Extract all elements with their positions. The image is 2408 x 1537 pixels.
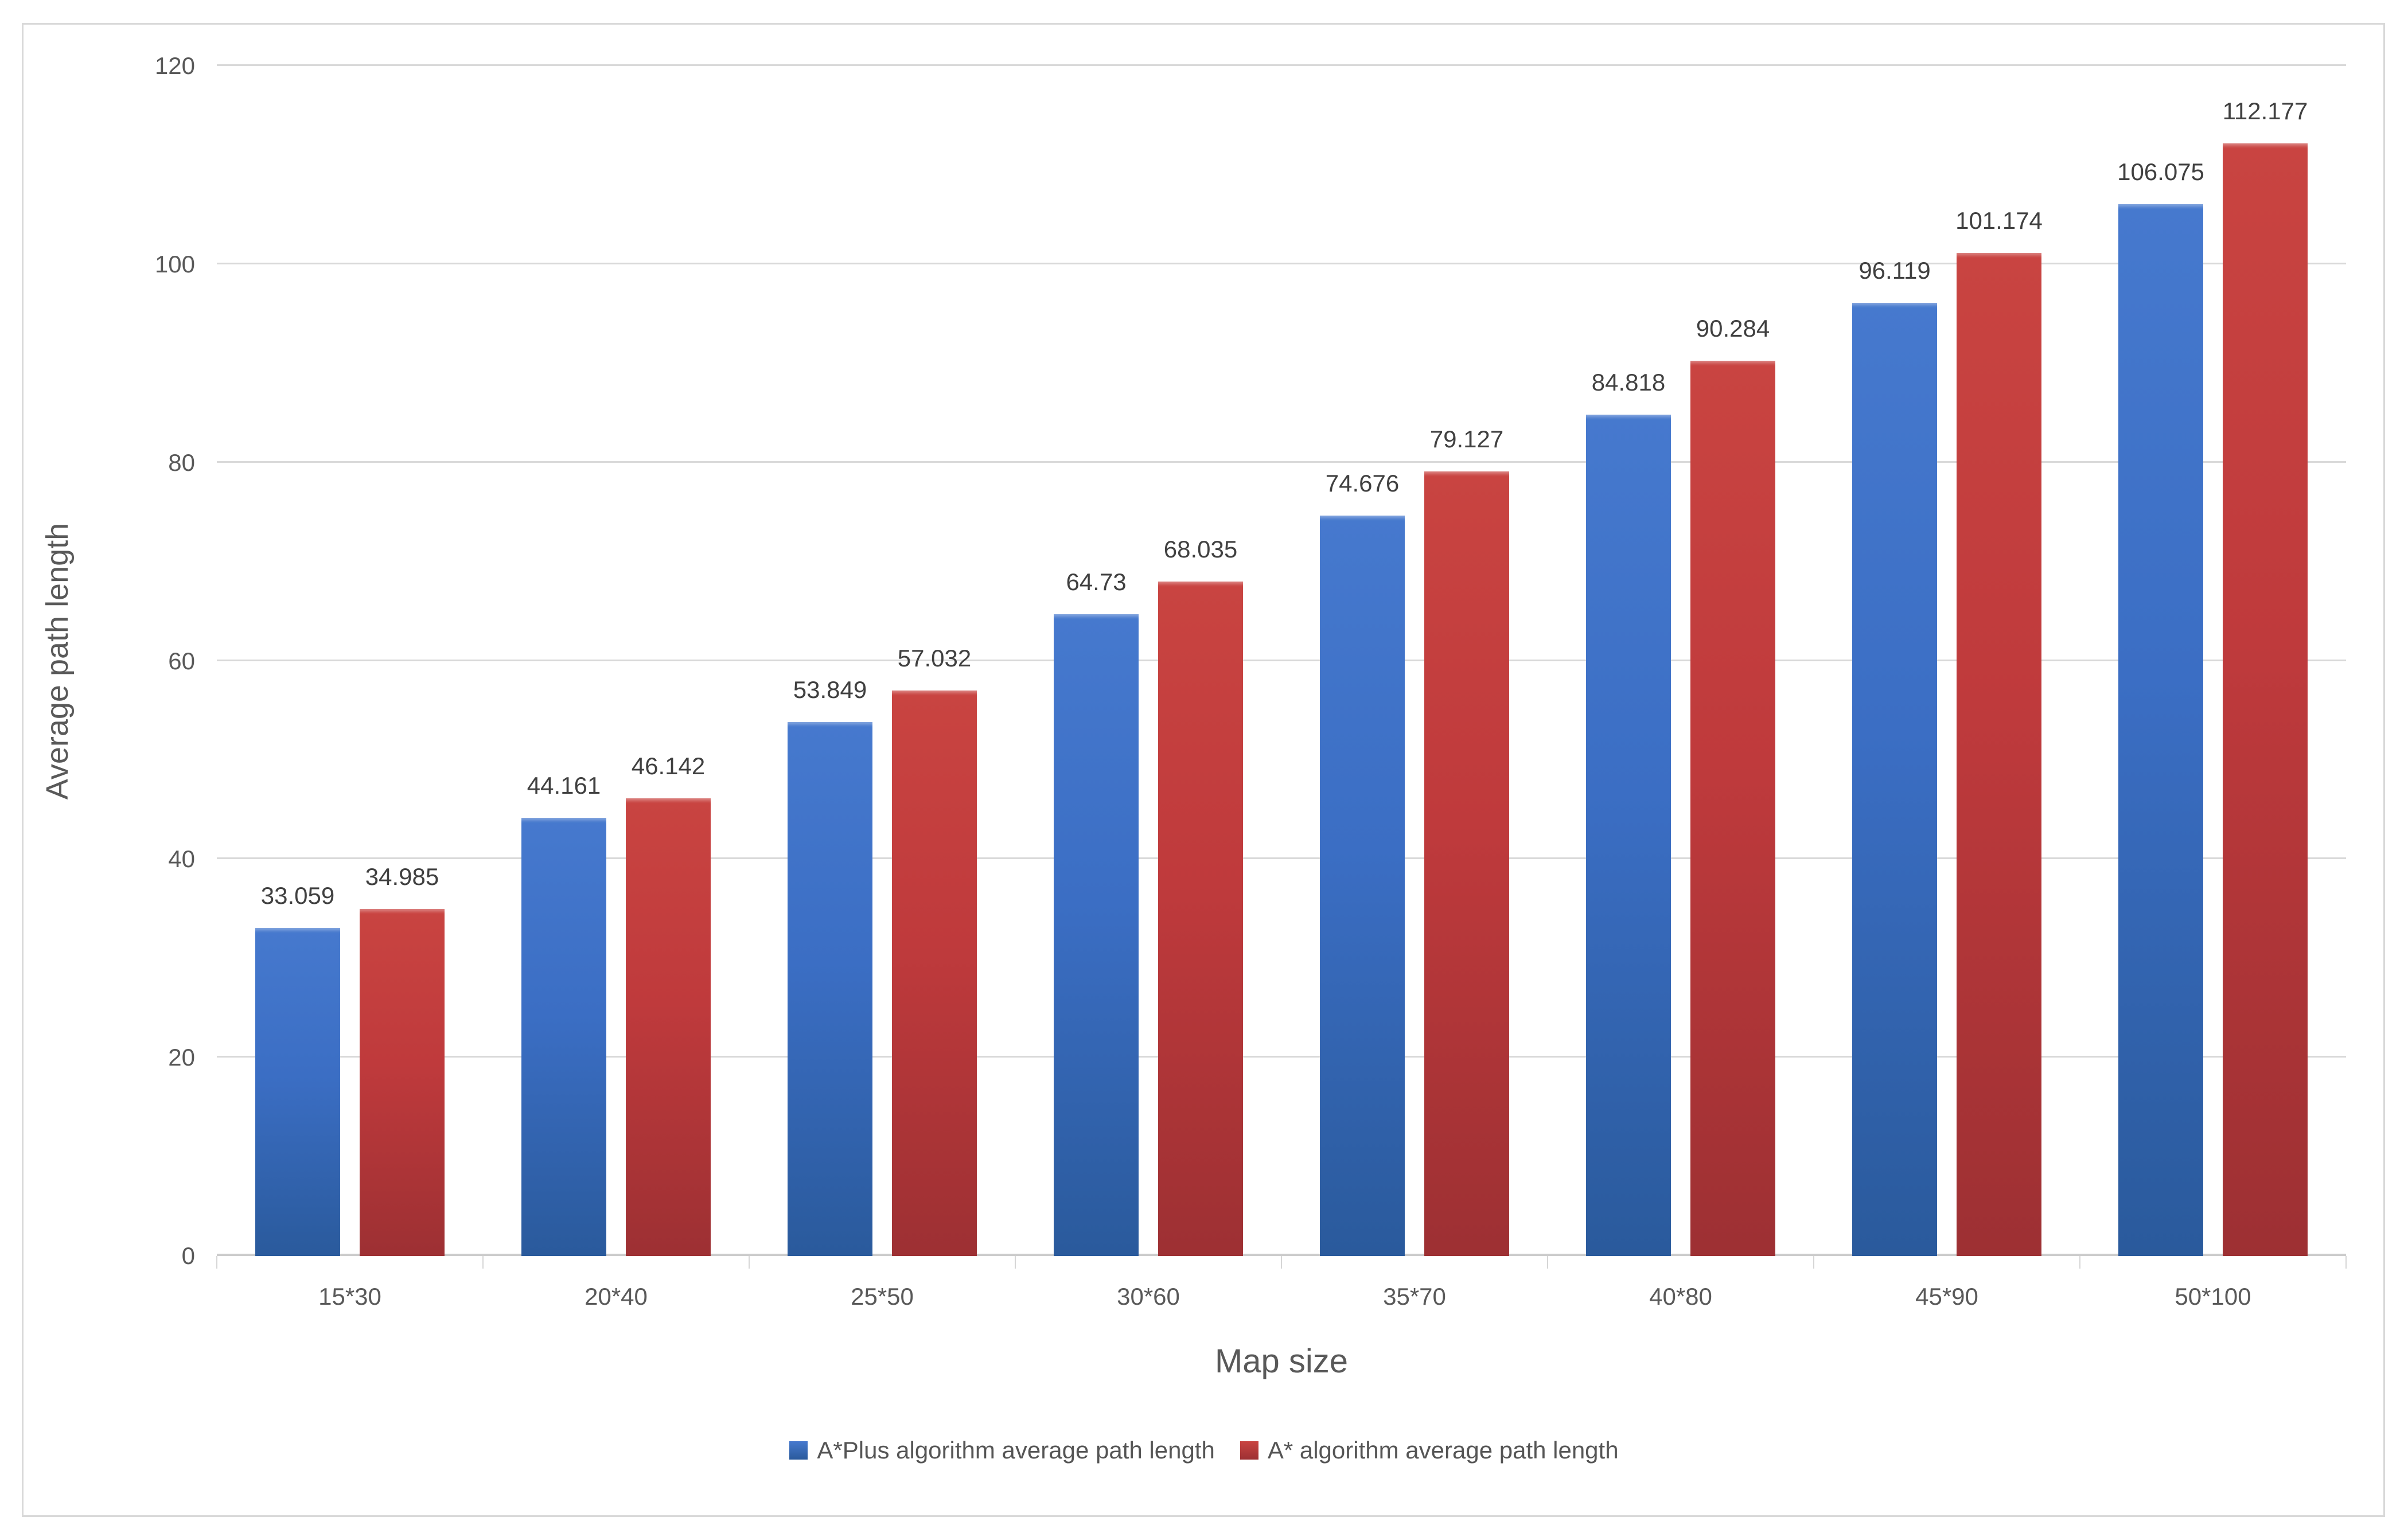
- gridline-y-80: [217, 461, 2346, 463]
- gridline-y-60: [217, 659, 2346, 661]
- x-axis-baseline: [217, 1254, 2346, 1256]
- x-category-label-35*70: 35*70: [1383, 1283, 1446, 1310]
- plot-area: 33.059 34.985 44.161 46.142 53.849 57.032 64.7…: [216, 64, 2347, 1269]
- bar-astarplus-50*100: 106.075: [2117, 158, 2204, 1256]
- gridline-y-20: [217, 1056, 2346, 1058]
- x-category-label-20*40: 20*40: [585, 1283, 648, 1310]
- bar-astar-25*50: 57.032: [892, 645, 977, 1256]
- category-axis-tick: [1281, 1256, 1282, 1269]
- legend-marker-icon: [789, 1441, 808, 1460]
- bar-value-label: 101.174: [1955, 206, 2043, 234]
- bar-value-label: 34.985: [365, 863, 439, 891]
- bar-astarplus-45*90: 96.119: [1852, 257, 1937, 1256]
- category-axis-tick: [2345, 1256, 2347, 1269]
- category-axis-tick: [1547, 1256, 1548, 1269]
- bar-value-label: 53.849: [793, 676, 867, 703]
- bar-group-40*80: 84.818 90.284: [1548, 66, 1814, 1256]
- bar-value-label: 68.035: [1163, 535, 1238, 563]
- category-axis-tick: [1015, 1256, 1016, 1269]
- category-axis-tick: [482, 1256, 484, 1269]
- bar-value-label: 106.075: [2117, 158, 2204, 185]
- y-tick-label-100: 100: [154, 250, 195, 278]
- x-category-label-30*60: 30*60: [1117, 1283, 1180, 1310]
- gridline-y-100: [217, 262, 2346, 264]
- legend-entry-astar: A* algorithm average path length: [1240, 1437, 1619, 1464]
- bar-group-25*50: 53.849 57.032: [749, 66, 1015, 1256]
- bar-value-label: 33.059: [260, 882, 335, 910]
- x-axis-category-labels: 15*30 20*40 25*50 30*60 35*70 40*80 45*90 50*10…: [217, 1283, 2346, 1317]
- y-tick-label-60: 60: [168, 647, 195, 674]
- bar-value-label: 74.676: [1325, 469, 1400, 497]
- bar-value-label: 90.284: [1696, 314, 1770, 342]
- category-axis-tick: [749, 1256, 750, 1269]
- bar-astarplus-15*30: 33.059: [255, 882, 340, 1256]
- bar-astarplus-25*50: 53.849: [788, 676, 872, 1256]
- bar-astar-15*30: 34.985: [360, 863, 445, 1256]
- gridline-y-40: [217, 857, 2346, 860]
- x-category-label-25*50: 25*50: [851, 1283, 914, 1310]
- bar-value-label: 46.142: [631, 752, 706, 780]
- bar-value-label: 64.73: [1066, 568, 1127, 595]
- y-tick-label-40: 40: [168, 845, 195, 873]
- bar-value-label: 112.177: [2222, 97, 2308, 125]
- bar-astar-45*90: 101.174: [1955, 207, 2043, 1256]
- bar-group-45*90: 96.119 101.174: [1814, 66, 2080, 1256]
- x-category-label-40*80: 40*80: [1649, 1283, 1712, 1310]
- bar-group-30*60: 64.73 68.035: [1015, 66, 1281, 1256]
- y-tick-label-0: 0: [181, 1242, 195, 1269]
- x-category-label-45*90: 45*90: [1915, 1283, 1978, 1310]
- y-axis-tick-labels: 0 20 40 60 80 100 120: [0, 52, 195, 1269]
- legend-label: A*Plus algorithm average path length: [817, 1437, 1215, 1464]
- y-tick-label-20: 20: [168, 1044, 195, 1071]
- bar-value-label: 79.127: [1429, 425, 1504, 452]
- bar-group-50*100: 106.075 112.177: [2080, 66, 2346, 1256]
- bar-astar-20*40: 46.142: [626, 752, 711, 1256]
- bar-value-label: 44.161: [527, 772, 601, 799]
- bar-astarplus-20*40: 44.161: [521, 772, 606, 1256]
- legend-label: A* algorithm average path length: [1267, 1437, 1619, 1464]
- legend-marker-icon: [1240, 1441, 1258, 1460]
- category-axis-tick: [2079, 1256, 2080, 1269]
- y-tick-label-80: 80: [168, 448, 195, 476]
- bar-astar-35*70: 79.127: [1424, 426, 1509, 1256]
- category-axis-tick: [1813, 1256, 1814, 1269]
- bar-astar-50*100: 112.177: [2223, 97, 2308, 1256]
- bar-astar-30*60: 68.035: [1158, 536, 1243, 1256]
- bar-value-label: 96.119: [1858, 256, 1931, 284]
- x-category-label-15*30: 15*30: [318, 1283, 381, 1310]
- bar-group-15*30: 33.059 34.985: [217, 66, 483, 1256]
- bar-group-35*70: 74.676 79.127: [1281, 66, 1548, 1256]
- x-axis-title: Map size: [1214, 1343, 1349, 1380]
- category-axis-tick: [216, 1256, 217, 1269]
- bar-astarplus-30*60: 64.73: [1054, 568, 1139, 1256]
- bar-astar-40*80: 90.284: [1690, 315, 1775, 1256]
- gridline-y-120: [217, 64, 2346, 66]
- bar-value-label: 84.818: [1591, 369, 1666, 396]
- bar-astarplus-35*70: 74.676: [1320, 470, 1405, 1256]
- chart-legend: A*Plus algorithm average path length A* a…: [0, 1437, 2408, 1464]
- bar-group-20*40: 44.161 46.142: [483, 66, 749, 1256]
- y-tick-label-120: 120: [154, 52, 195, 79]
- legend-entry-astarplus: A*Plus algorithm average path length: [789, 1437, 1215, 1464]
- bar-value-label: 57.032: [897, 644, 972, 672]
- x-category-label-50*100: 50*100: [2175, 1283, 2251, 1310]
- bar-astarplus-40*80: 84.818: [1586, 369, 1671, 1256]
